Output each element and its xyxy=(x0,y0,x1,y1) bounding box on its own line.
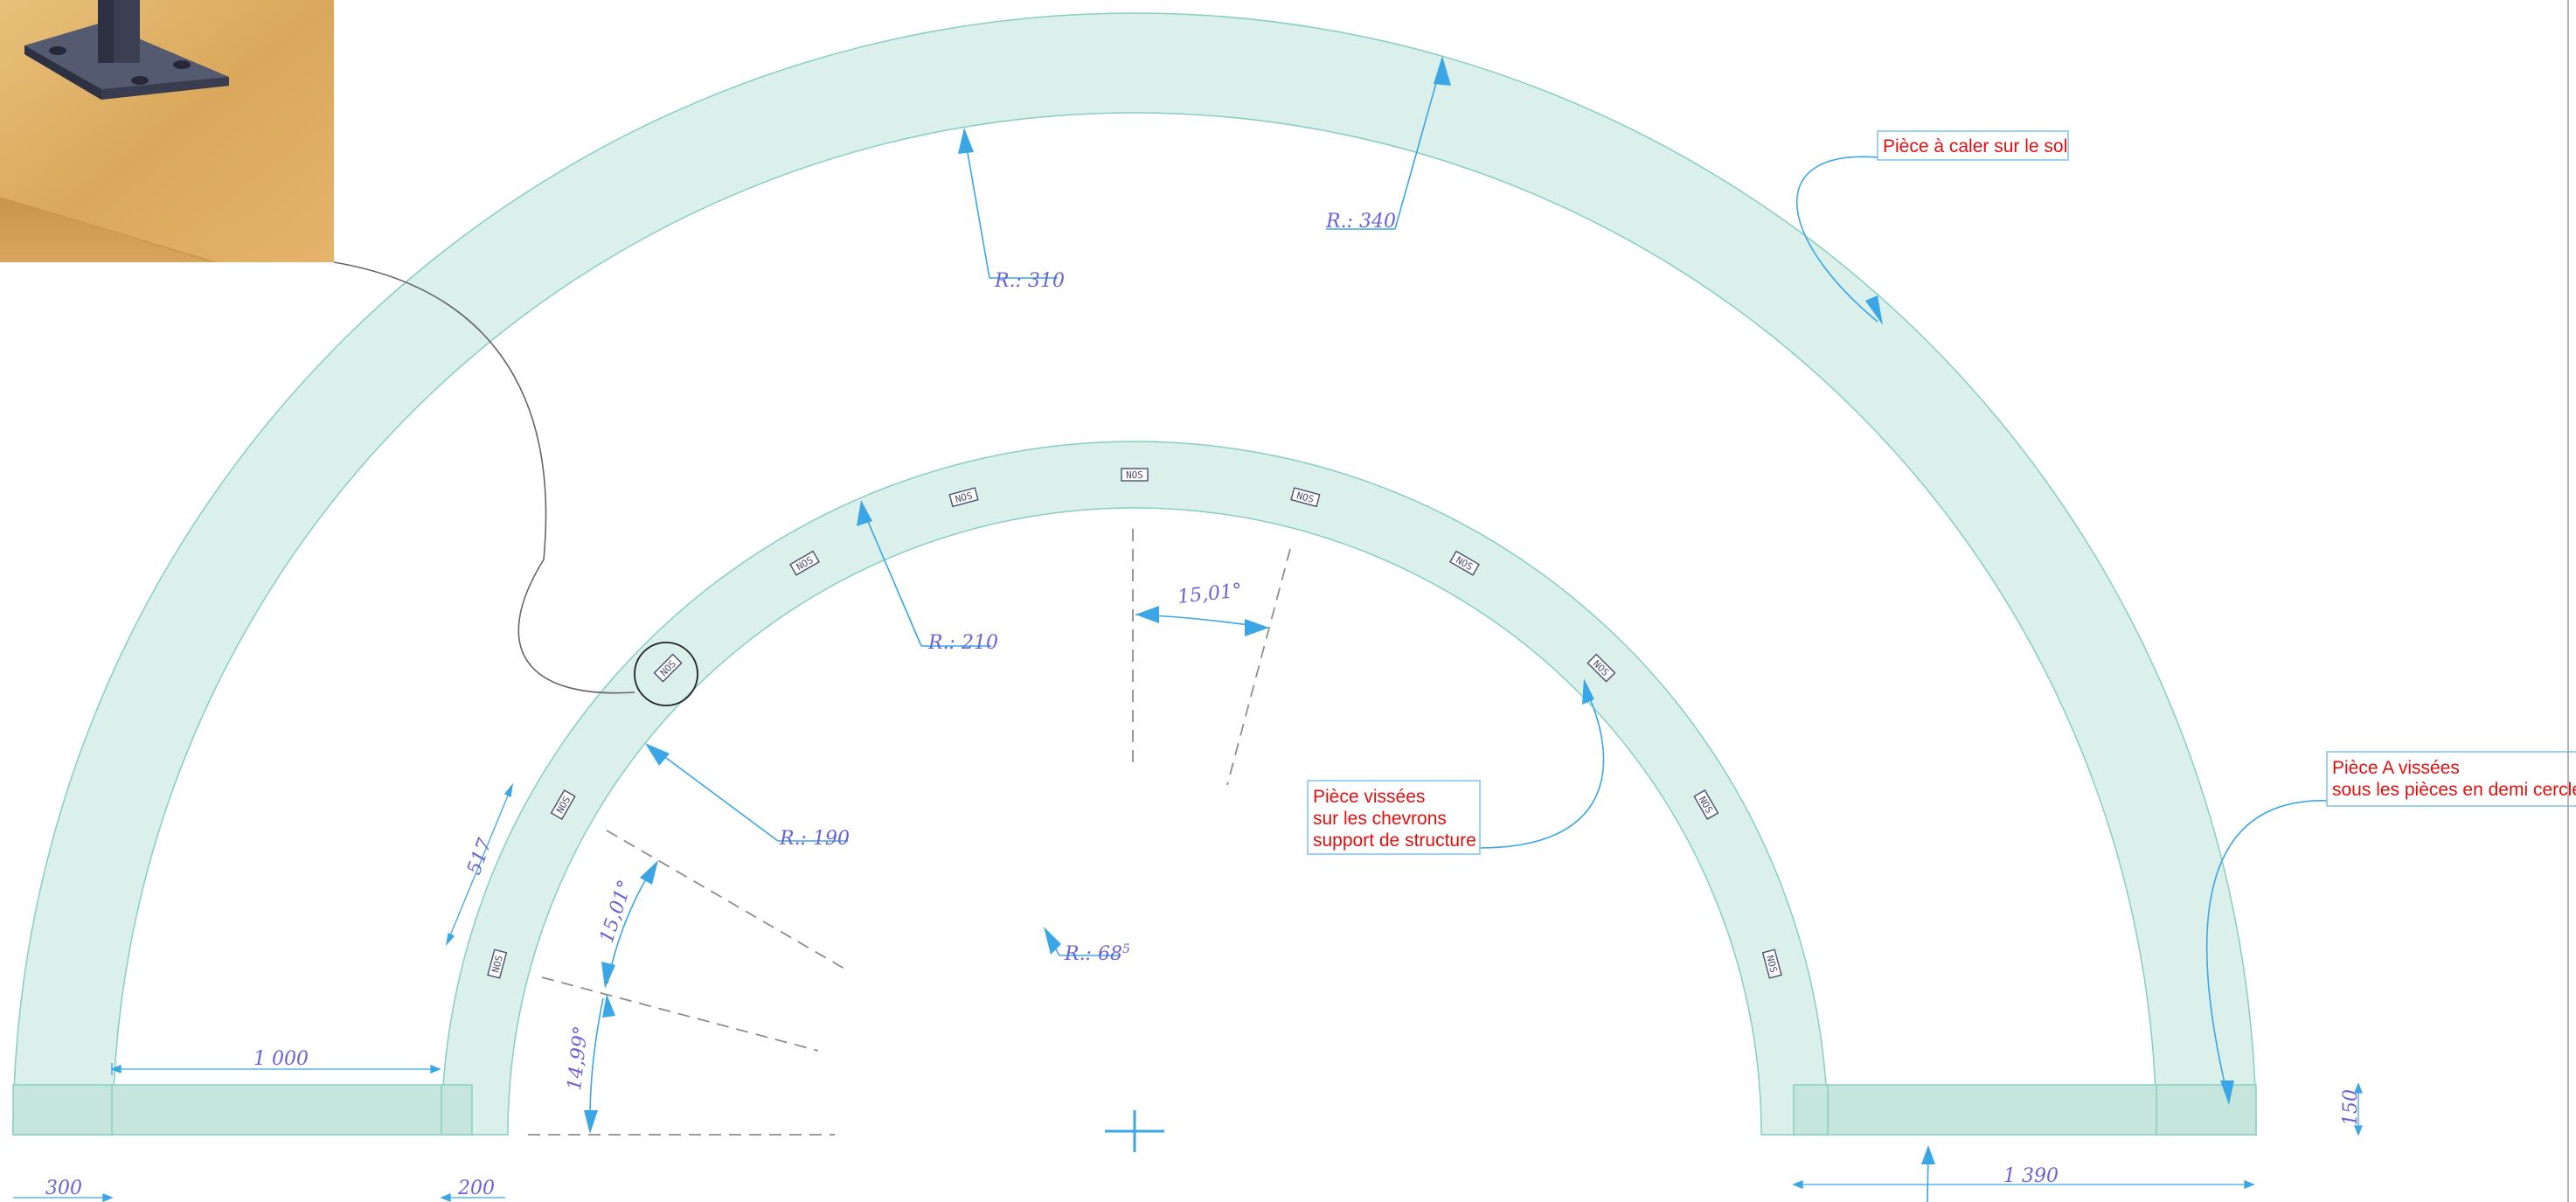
radius-label-210: R.: 210 xyxy=(927,632,998,654)
length-label-300: 300 xyxy=(45,1178,82,1199)
bracket-marker: NOS xyxy=(1761,948,1782,979)
bracket-marker: NOS xyxy=(487,948,508,979)
length-label-150: 150 xyxy=(2340,1089,2362,1126)
radius-label-68-suffix: 5 xyxy=(1122,942,1130,956)
note-ground: Pièce à caler sur le sol xyxy=(1877,130,2069,161)
detail-connector-line xyxy=(333,261,635,694)
base-piece-left xyxy=(12,1084,473,1136)
note-ground-text: Pièce à caler sur le sol xyxy=(1883,136,2067,156)
bracket-tag: NOS xyxy=(1295,490,1316,505)
note-under-line-2: sous les pièces en demi cercle xyxy=(2332,780,2576,800)
radius-label-68: R.: 685 xyxy=(1064,942,1130,965)
length-label-200: 200 xyxy=(457,1178,495,1199)
bracket-tag: NOS xyxy=(1764,954,1780,974)
length-label-517: 517 xyxy=(463,836,496,878)
note-under-line-1: Pièce A vissées xyxy=(2332,758,2460,778)
note-screwed-line-3: support de structure xyxy=(1313,830,1476,851)
construction-lines xyxy=(528,529,1291,1136)
center-cross-icon xyxy=(1105,1110,1164,1152)
radius-label-190: R.: 190 xyxy=(779,828,850,850)
detail-circle-icon xyxy=(634,642,698,706)
dimension-lines xyxy=(13,782,2363,1202)
angle-label-left-lower: 14,99° xyxy=(564,1025,593,1091)
length-label-1390: 1 390 xyxy=(2003,1165,2059,1187)
base-piece-right xyxy=(1793,1084,2257,1136)
note-under: Pièce A vissées sous les pièces en demi … xyxy=(2326,751,2576,807)
bracket-tag: NOS xyxy=(490,954,505,974)
inner-half-ring xyxy=(441,441,1829,1136)
bracket-3d-view-icon xyxy=(0,0,334,262)
outer-half-ring xyxy=(12,12,2257,1136)
bracket-marker: NOS xyxy=(1121,468,1149,482)
note-screwed: Pièce vissées sur les chevrons support d… xyxy=(1307,780,1481,855)
bracket-marker: NOS xyxy=(1290,487,1321,508)
bracket-marker: NOS xyxy=(948,487,979,508)
bracket-tag: NOS xyxy=(1126,469,1143,481)
bracket-tag: NOS xyxy=(954,490,974,505)
radius-label-310: R.: 310 xyxy=(994,270,1065,292)
arrowheads xyxy=(584,56,2234,1164)
length-label-1000: 1 000 xyxy=(253,1048,309,1070)
note-screwed-line-1: Pièce vissées xyxy=(1313,787,1425,807)
radius-label-340: R.: 340 xyxy=(1325,211,1396,233)
angle-label-left-upper: 15,01° xyxy=(596,878,637,946)
note-screwed-line-2: sur les chevrons xyxy=(1313,809,1447,829)
base-pieces xyxy=(12,1084,2257,1136)
angle-label-top: 15,01° xyxy=(1177,580,1243,608)
